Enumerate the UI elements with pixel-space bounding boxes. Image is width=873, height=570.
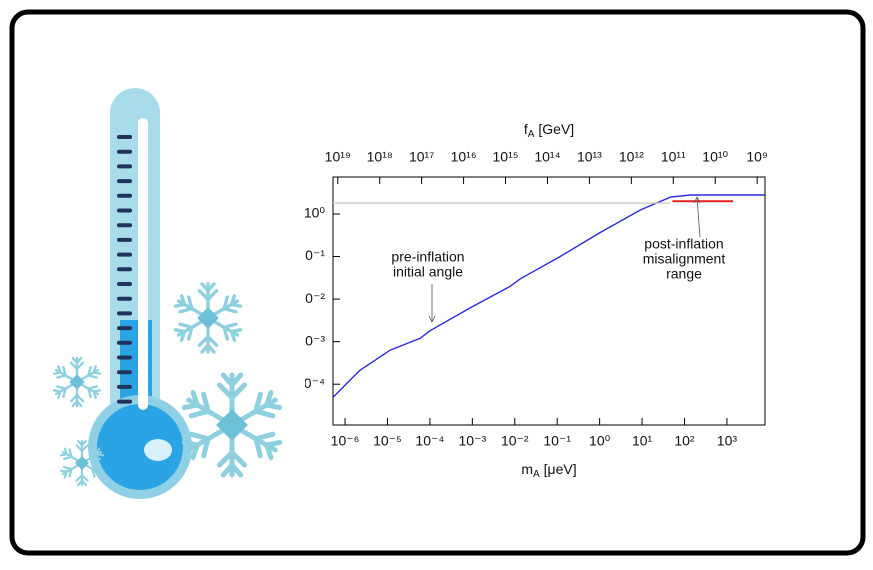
annotation-text: initial angle — [393, 264, 463, 280]
y-tick-label: 10⁻² — [297, 290, 325, 306]
x2-tick-label: 10¹⁵ — [493, 149, 519, 165]
annotation-arrowhead — [428, 315, 436, 323]
plot-frame — [332, 176, 766, 426]
x2-tick-label: 10⁹ — [746, 149, 768, 165]
chart: fA [GeV] mA [μeV] 10⁻⁶ 10⁻⁵ 10⁻⁴ 10⁻³ 10⁻² 10⁻¹… — [296, 121, 768, 480]
x-tick-label: 10⁻² — [501, 433, 529, 449]
x-axis-label: mA [μeV] — [521, 461, 576, 480]
annotation-text: post-inflation — [644, 236, 723, 252]
annotation-text: range — [666, 266, 702, 282]
x-tick-label: 10² — [674, 433, 695, 449]
x-tick-label: 10⁻⁴ — [415, 433, 444, 449]
x2-axis-label: fA [GeV] — [524, 121, 574, 140]
annotation-arrow — [696, 196, 701, 238]
x2-tick-label: 10¹⁶ — [451, 149, 477, 165]
x2-tick-label: 10¹² — [619, 149, 644, 165]
x2-tick-label: 10¹⁷ — [409, 149, 434, 165]
x2-tick-label: 10¹⁸ — [367, 149, 393, 165]
y-tick-label: 10⁻⁴ — [296, 375, 325, 391]
x-tick-label: 10⁻¹ — [543, 433, 571, 449]
thermometer-illustration — [53, 88, 281, 499]
annotation-arrowhead — [693, 196, 701, 204]
y-tick-label: 10⁻³ — [297, 332, 325, 348]
x-tick-label: 10³ — [717, 433, 738, 449]
x-tick-label: 10⁻³ — [459, 433, 487, 449]
y-tick-label: 10⁰ — [304, 205, 326, 221]
data-line — [332, 194, 765, 398]
x2-tick-label: 10¹¹ — [661, 149, 686, 165]
x2-tick-label: 10¹⁹ — [325, 149, 351, 165]
x-tick-label: 10⁰ — [589, 433, 611, 449]
annotation-text: misalignment — [643, 251, 726, 267]
annotation-text: pre-inflation — [391, 249, 464, 265]
x2-tick-label: 10¹⁰ — [702, 149, 728, 165]
x2-tick-label: 10¹⁴ — [534, 149, 560, 165]
x2-tick-label: 10¹³ — [577, 149, 602, 165]
x-tick-label: 10⁻⁶ — [331, 433, 360, 449]
y-tick-label: 10⁻¹ — [297, 247, 325, 263]
x-tick-label: 10⁻⁵ — [373, 433, 402, 449]
x-tick-label: 10¹ — [632, 433, 653, 449]
